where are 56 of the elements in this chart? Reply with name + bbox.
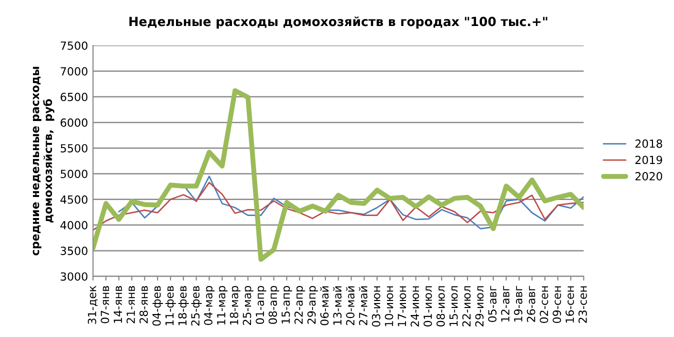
- x-tick-label: 15-июл: [450, 286, 458, 326]
- legend-label: 2018: [635, 139, 662, 148]
- x-tick-label: 10-июн: [384, 286, 394, 326]
- x-tick-label: 12-авг: [501, 286, 510, 322]
- y-tick-label: 6500: [60, 92, 88, 102]
- x-tick-label: 22-июл: [462, 286, 471, 326]
- x-tick-label: 11-мар: [217, 286, 228, 325]
- x-tick-label: 01-апр: [256, 286, 266, 324]
- x-tick-label: 23-сен: [578, 286, 587, 323]
- x-tick-label: 04-мар: [204, 286, 215, 326]
- chart-title: Недельные расходы домохозяйств в городах "100 тыс.+": [129, 16, 548, 29]
- x-tick-label: 08-апр: [268, 286, 280, 324]
- y-tick-label: 3500: [60, 246, 88, 256]
- x-tick-label: 19-авг: [514, 286, 522, 322]
- y-axis-title: средние недельные расходы домохозяйств, руб: [32, 66, 54, 256]
- x-tick-label: 25-фев: [191, 286, 202, 326]
- legend-label: 2019: [635, 156, 662, 164]
- x-tick-label: 05-авг: [488, 286, 497, 322]
- y-tick-label: 4500: [60, 195, 88, 204]
- x-tick-label: 13-май: [333, 286, 342, 325]
- x-tick-label: 03-июн: [372, 286, 380, 327]
- x-tick-label: 14-янв: [114, 286, 122, 323]
- x-tick-label: 29-июл: [475, 286, 484, 326]
- line-series: [93, 182, 584, 231]
- y-tick-label: 3000: [60, 272, 88, 281]
- legend-label: 2020: [635, 172, 662, 180]
- x-tick-label: 28-янв: [139, 286, 148, 324]
- y-tick-label: 5500: [60, 144, 88, 152]
- x-tick-label: 29-апр: [307, 286, 318, 324]
- x-tick-label: 16-сен: [566, 286, 574, 323]
- x-tick-label: 06-май: [320, 286, 329, 326]
- x-tick-label: 09-сен: [552, 286, 562, 323]
- x-tick-label: 04-фев: [152, 286, 163, 326]
- x-tick-label: 17-июн: [398, 286, 406, 326]
- x-tick-label: 11-фев: [165, 286, 176, 326]
- y-tick-label: 7500: [60, 41, 88, 50]
- x-tick-label: 07-янв: [100, 286, 110, 324]
- y-tick-label: 4000: [60, 221, 88, 230]
- line-series: [93, 88, 584, 262]
- x-tick-label: 08-июл: [436, 286, 445, 326]
- x-tick-label: 27-май: [358, 286, 368, 326]
- x-tick-label: 22-апр: [294, 286, 305, 324]
- x-tick-label: 24-июн: [410, 286, 420, 327]
- x-tick-label: 20-май: [346, 286, 354, 326]
- x-tick-label: 15-апр: [282, 286, 292, 324]
- y-tick-label: 7000: [60, 67, 88, 76]
- x-tick-label: 02-сен: [540, 286, 548, 323]
- x-tick-label: 18-мар: [230, 286, 240, 325]
- x-tick-label: 01-июл: [424, 286, 432, 326]
- x-tick-label: 21-янв: [126, 286, 135, 324]
- y-tick-label: 6000: [60, 118, 88, 127]
- x-tick-label: 26-авг: [526, 286, 536, 322]
- x-tick-label: 25-мар: [242, 286, 254, 325]
- y-tick-label: 5000: [60, 170, 88, 178]
- x-tick-label: 18-фев: [178, 286, 189, 326]
- x-tick-label: 31-дек: [88, 286, 98, 324]
